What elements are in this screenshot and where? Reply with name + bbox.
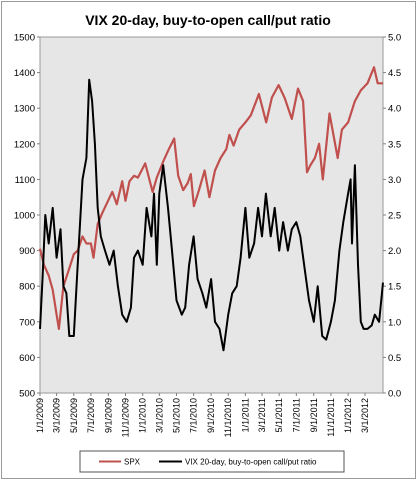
series-vix-ratio-line xyxy=(39,78,384,352)
y-right-tick-label: 0.0 xyxy=(388,389,401,400)
y-left-tick-label: 1400 xyxy=(14,68,35,79)
x-tick-label: 3/1/2009 xyxy=(52,398,62,433)
y-left-tick-label: 1500 xyxy=(14,33,35,44)
x-tick-label: 7/1/2009 xyxy=(86,398,96,433)
x-tick-label: 3/1/2010 xyxy=(154,398,164,433)
legend-label-spx: SPX xyxy=(124,458,141,467)
x-tick-label: 1/1/2009 xyxy=(35,398,45,433)
x-tick-label: 5/1/2011 xyxy=(274,398,284,432)
x-axis: 1/1/2009 3/1/2009 5/1/2009 7/1/2009 9/1/2009… xyxy=(35,393,370,437)
y-left-tick-label: 1200 xyxy=(14,139,35,150)
y-right-tick-label: 2.0 xyxy=(388,246,401,257)
y-left-tick-label: 900 xyxy=(19,246,35,257)
y-left-tick-label: 600 xyxy=(19,353,35,364)
x-tick-label: 3/1/2011 xyxy=(257,398,267,432)
y-left-tick-label: 500 xyxy=(19,389,35,400)
x-tick-label: 9/1/2010 xyxy=(206,398,216,433)
y-right-tick-label: 3.5 xyxy=(388,139,401,150)
series-layer xyxy=(38,66,384,352)
y-right-tick-label: 1.5 xyxy=(388,282,401,293)
y-left-tick-label: 700 xyxy=(19,317,35,328)
x-tick-label: 11/1/2010 xyxy=(223,398,233,437)
series-spx-line xyxy=(38,66,383,330)
x-tick-label: 9/1/2011 xyxy=(309,398,319,432)
y-right-tick-label: 3.0 xyxy=(388,175,401,186)
x-tick-label: 9/1/2009 xyxy=(103,398,113,433)
x-tick-label: 5/1/2009 xyxy=(69,398,79,433)
y-right-tick-label: 0.5 xyxy=(388,353,401,364)
y-axis-left: 500 600 700 800 900 1000 1100 1200 1300 1400 1500 xyxy=(14,33,40,400)
y-left-tick-label: 1000 xyxy=(14,211,35,222)
y-right-tick-label: 4.5 xyxy=(388,68,401,79)
y-right-tick-label: 5.0 xyxy=(388,33,401,44)
legend-box xyxy=(79,450,345,473)
y-left-tick-label: 1300 xyxy=(14,104,35,115)
y-left-tick-label: 1100 xyxy=(15,175,35,186)
legend: SPX VIX 20-day, buy-to-open call/put rat… xyxy=(79,450,345,473)
chart-title: VIX 20-day, buy-to-open call/put ratio xyxy=(85,12,331,28)
x-tick-label: 7/1/2011 xyxy=(291,398,301,432)
x-tick-label: 11/1/2009 xyxy=(121,398,131,437)
x-tick-label: 1/1/2011 xyxy=(240,398,250,432)
x-tick-label: 3/1/2012 xyxy=(360,398,370,433)
y-right-tick-label: 2.5 xyxy=(388,211,401,222)
legend-label-vix-ratio: VIX 20-day, buy-to-open call/put ratio xyxy=(185,458,317,467)
x-tick-label: 5/1/2010 xyxy=(171,398,181,433)
y-axis-right: 0.0 0.5 1.0 1.5 2.0 2.5 3.0 3.5 4.0 4.5 5.0 xyxy=(383,33,401,400)
x-tick-label: 11/1/2011 xyxy=(326,398,336,437)
x-tick-label: 7/1/2010 xyxy=(189,398,199,433)
x-tick-label: 1/1/2012 xyxy=(343,398,353,433)
y-right-tick-label: 1.0 xyxy=(388,317,401,328)
chart-svg: VIX 20-day, buy-to-open call/put ratio 5… xyxy=(14,12,401,473)
y-left-tick-label: 800 xyxy=(19,282,35,293)
plot-area xyxy=(39,36,384,394)
y-right-tick-label: 4.0 xyxy=(388,104,401,115)
x-tick-label: 1/1/2010 xyxy=(138,398,148,433)
